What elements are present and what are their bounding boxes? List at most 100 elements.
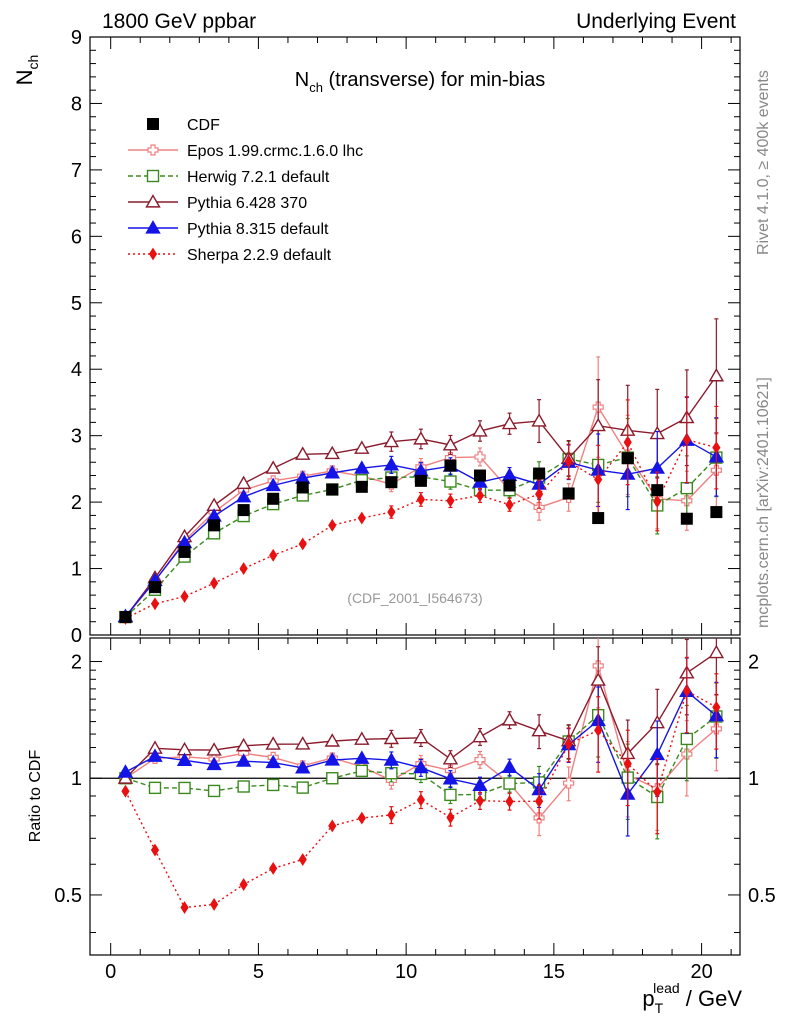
legend-sherpa-label: Sherpa 2.2.9 default (187, 247, 332, 264)
legend-pythia-label: Pythia 6.428 370 (187, 195, 307, 212)
series-sherpa-point (180, 590, 189, 603)
cdf-data-point (414, 474, 427, 487)
x-tick-label: 0 (105, 961, 116, 983)
series-sherpa-point (269, 548, 278, 562)
x-tick-label: 5 (253, 961, 264, 983)
legend-pythia-marker (145, 194, 161, 208)
series-pythia-ratio-point (531, 722, 547, 737)
xlabel-sub: T (655, 1000, 664, 1016)
series-pythia-ratio-point (413, 759, 429, 774)
legend-pythia-marker (145, 220, 161, 234)
y-tick-label: 5 (71, 293, 82, 315)
series-pythia-ratio-point (206, 742, 222, 756)
series-pythia-ratio-point (501, 759, 518, 773)
series-pythia-ratio-point (442, 751, 459, 765)
xlabel-main: p (642, 986, 654, 1011)
series-pythia-point (501, 467, 518, 482)
cdf-data-point (326, 483, 339, 496)
series-pythia-ratio-point (324, 733, 340, 747)
series-herwig-ratio-point (326, 772, 339, 785)
watermark: (CDF_2001_I564673) (347, 590, 482, 606)
series-sherpa-ratio-point (475, 794, 485, 808)
series-herwig-ratio-point (355, 764, 369, 778)
series-pythia-ratio-point (235, 753, 252, 767)
ratio-y-tick-label: 0.5 (54, 885, 82, 907)
series-pythia-ratio-point (708, 644, 725, 659)
series-pythia-ratio-point (383, 752, 400, 766)
series-pythia-ratio-point (383, 730, 400, 745)
series-pythia-point (354, 440, 370, 454)
cdf-data-point (119, 611, 132, 624)
series-pythia-ratio-point (295, 736, 311, 750)
series-pythia-ratio-point (472, 777, 488, 791)
series-pythia-point (354, 460, 370, 474)
legend-pythia-label: Pythia 8.315 default (187, 221, 329, 238)
series-pythia-ratio-point (295, 760, 311, 774)
series-sherpa-point (387, 505, 396, 519)
title-sub: ch (309, 80, 323, 95)
series-sherpa-point (209, 576, 219, 590)
series-pythia-point (708, 367, 725, 382)
ratio-series-group (117, 638, 725, 914)
ratio-y-tick-label-right: 2 (748, 652, 759, 674)
series-sherpa-ratio-point (150, 843, 160, 857)
series-pythia-ratio-point (442, 770, 459, 785)
y-tick-label: 0 (71, 625, 82, 647)
series-pythia-ratio-point (649, 746, 665, 761)
series-pythia-ratio-point (590, 672, 606, 686)
legend-epos-marker (147, 144, 159, 156)
series-sherpa-ratio-point (416, 793, 426, 807)
series-sherpa-ratio-point (682, 684, 691, 698)
series-sherpa-point (594, 473, 603, 486)
series-pythia-ratio-point (265, 736, 281, 750)
series-herwig-ratio-point (503, 777, 516, 790)
series-herwig-ratio-point (266, 778, 280, 792)
series-pythia-point (235, 475, 252, 490)
side-rivet: Rivet 4.1.0, ≥ 400k events (755, 70, 772, 255)
series-sherpa-ratio-point (446, 811, 455, 824)
series-pythia-point (295, 446, 311, 460)
series-sherpa-point (298, 537, 307, 551)
chart-title: Nch (transverse) for min-bias (295, 69, 545, 95)
cdf-data-point (474, 469, 486, 482)
series-sherpa-ratio-point (594, 723, 603, 737)
cdf-data-point (355, 480, 368, 493)
series-herwig-ratio-point (444, 788, 457, 802)
plot-layer: 0 5 10 15 20 0 1 2 3 4 5 6 7 8 9 0.5 0.5 1 1 2 2 (54, 27, 776, 983)
series-sherpa-point (712, 441, 721, 455)
series-sherpa-point (150, 597, 160, 611)
series-pythia-point (531, 413, 547, 427)
legend-herwig-marker (146, 169, 160, 183)
ratio-y-tick-label-right: 1 (748, 768, 759, 790)
series-sherpa-ratio-point (357, 811, 366, 825)
title-main: N (295, 69, 309, 91)
series-sherpa-ratio-point (534, 794, 544, 808)
legend-epos-label: Epos 1.99.crmc.1.6.0 lhc (187, 143, 363, 160)
xlabel-rest: / GeV (680, 986, 743, 1011)
series-epos-point (474, 451, 486, 463)
xlabel-sup: lead (653, 980, 679, 996)
series-sherpa-ratio-point (653, 785, 662, 799)
series-sherpa-point (564, 455, 573, 469)
series-pythia-ratio-point (147, 748, 163, 762)
series-herwig-ratio-point (148, 781, 162, 795)
series-herwig-ratio-point (178, 781, 191, 795)
cdf-data-point (178, 545, 191, 558)
ratio-y-tick-label-right: 0.5 (748, 885, 776, 907)
main-series-group (117, 318, 725, 625)
x-tick-label: 10 (395, 961, 417, 983)
y-tick-label: 3 (71, 426, 82, 448)
main-panel-frame (89, 36, 741, 636)
series-pythia-ratio-point (501, 712, 518, 726)
cdf-data-point (533, 467, 546, 480)
series-sherpa-ratio-point (328, 819, 337, 833)
series-pythia-point (235, 488, 252, 503)
series-sherpa-ratio-point (564, 737, 573, 751)
cdf-data-point (385, 476, 398, 489)
series-sherpa-point (239, 562, 248, 575)
legend-herwig-label: Herwig 7.2.1 default (187, 169, 330, 186)
cdf-data-point (651, 484, 664, 497)
header-left: 1800 GeV ppbar (102, 10, 256, 33)
series-pythia-ratio-point (176, 752, 193, 766)
